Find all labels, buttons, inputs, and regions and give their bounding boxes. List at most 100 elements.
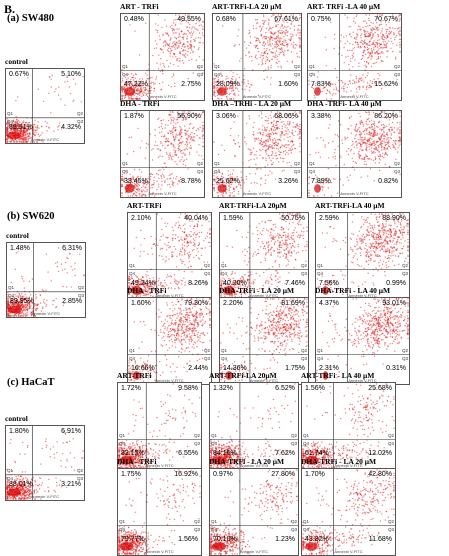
event-dot [233,72,234,73]
event-dot [275,152,276,153]
event-dot [378,53,379,54]
event-dot [399,31,400,32]
event-dot [191,28,192,29]
event-dot [249,87,250,88]
event-dot [161,123,162,124]
event-dot [354,138,355,139]
event-dot [387,138,388,139]
event-dot [275,24,276,25]
event-dot [36,130,37,131]
event-dot [382,153,383,154]
event-dot [159,83,160,84]
event-dot [43,290,44,291]
event-dot [274,138,275,139]
event-dot [369,55,370,56]
event-dot [193,242,194,243]
event-dot [346,151,347,152]
event-dot [171,76,172,77]
event-dot [393,140,394,141]
event-dot [367,72,368,73]
event-dot [257,22,258,23]
event-dot [274,130,275,131]
event-dot [289,148,290,149]
event-dot [283,170,284,171]
event-dot [262,59,263,60]
event-dot [380,139,381,140]
event-dot [285,34,286,35]
event-dot [244,274,245,275]
event-dot [186,131,187,132]
event-dot [37,125,38,126]
event-dot [40,302,41,303]
event-dot [366,133,367,134]
quadrant-tag: Q4 [122,72,128,77]
event-dot [74,275,75,276]
event-dot [366,33,367,34]
event-dot [387,142,388,143]
event-dot [383,44,384,45]
panel-title: ART - TRFi [120,1,205,12]
event-dot [57,126,58,127]
event-dot [21,276,22,277]
event-dot [369,42,370,43]
event-dot [287,133,288,134]
event-dot [360,47,361,48]
event-dot [189,147,190,148]
event-dot [283,52,284,53]
event-dot [268,24,269,25]
event-dot [386,51,387,52]
event-dot [277,24,278,25]
event-dot [348,148,349,149]
event-dot [233,89,234,90]
event-dot [386,134,387,135]
event-dot [137,128,138,129]
event-dot [390,133,391,134]
event-dot [260,54,261,55]
event-dot [299,143,300,144]
event-dot [213,90,214,91]
event-dot [135,275,136,276]
event-dot [213,179,214,180]
event-dot [233,189,234,190]
event-dot [202,32,203,33]
event-dot [234,45,235,46]
event-dot [164,135,165,136]
event-dot [282,158,283,159]
event-dot [178,150,179,151]
quadrant-tag: Q2 [197,64,203,69]
event-dot [169,130,170,131]
event-dot [367,47,368,48]
event-dot [42,289,43,290]
event-dot [199,244,200,245]
event-dot [241,58,242,59]
event-dot [273,133,274,134]
event-dot [182,248,183,249]
event-dot [366,87,367,88]
event-dot [383,127,384,128]
event-dot [7,305,8,306]
event-dot [239,60,240,61]
event-dot [183,34,184,35]
event-dot [184,238,185,239]
event-dot [181,136,182,137]
event-dot [369,143,370,144]
event-dot [37,308,38,309]
event-dot [267,40,268,41]
event-dot [280,136,281,137]
event-dot [164,182,165,183]
event-dot [386,38,387,39]
event-dot [254,138,255,139]
event-dot [161,248,162,249]
event-dot [389,166,390,167]
event-dot [192,52,193,53]
quadrant-tag: Q1 [309,64,315,69]
event-dot [244,68,245,69]
event-dot [335,158,336,159]
event-dot [193,140,194,141]
event-dot [164,136,165,137]
event-dot [151,77,152,78]
event-dot [41,132,42,133]
event-dot [299,113,300,114]
